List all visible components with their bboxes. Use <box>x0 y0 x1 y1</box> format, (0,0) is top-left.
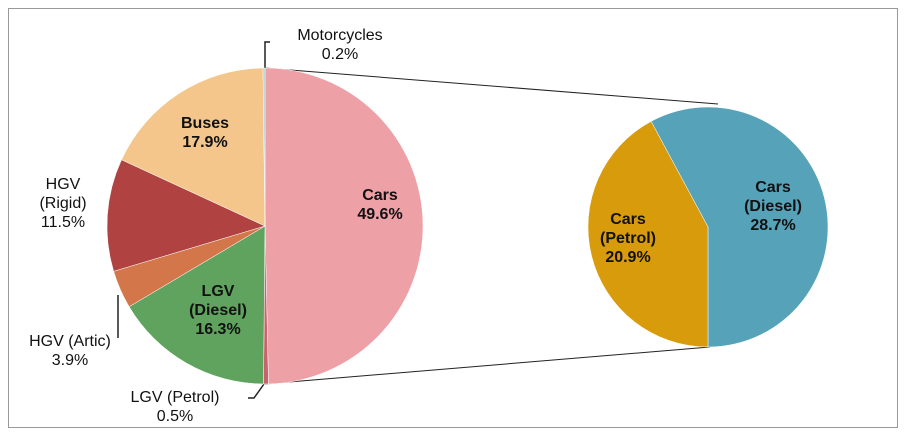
data-label: LGV (Diesel) 16.3% <box>178 282 258 339</box>
category-label: Cars (Petrol) <box>600 211 656 247</box>
pie-slice <box>128 225 266 385</box>
pie-slice <box>587 121 709 348</box>
data-label: Cars (Diesel) 28.7% <box>733 178 813 235</box>
value-label: 0.2% <box>321 46 359 63</box>
pie-slice <box>650 106 829 348</box>
data-label: Buses 17.9% <box>170 114 240 152</box>
value-label: 49.6% <box>357 206 403 223</box>
connector <box>264 346 711 385</box>
pie-slice <box>121 67 266 227</box>
value-label: 3.9% <box>51 352 89 369</box>
data-label: Motorcycles 0.2% <box>270 26 410 64</box>
value-label: 28.7% <box>750 217 796 234</box>
category-label: LGV (Petrol) <box>130 389 220 406</box>
leader-line <box>248 383 265 399</box>
category-label: Cars (Diesel) <box>744 179 802 215</box>
category-label: Motorcycles <box>297 27 383 44</box>
category-label: HGV (Rigid) <box>39 176 87 212</box>
pie-slice <box>264 67 424 385</box>
category-label: Buses <box>180 115 230 132</box>
connector <box>264 67 719 105</box>
data-label: LGV (Petrol) 0.5% <box>105 388 245 426</box>
value-label: 0.5% <box>156 408 194 425</box>
category-label: Cars <box>362 187 398 204</box>
category-label: LGV (Diesel) <box>189 283 247 319</box>
data-label: HGV (Artic) 3.9% <box>10 332 130 370</box>
value-label: 17.9% <box>182 134 228 151</box>
data-label: Cars 49.6% <box>345 186 415 224</box>
data-label: HGV (Rigid) 11.5% <box>28 175 98 232</box>
value-label: 11.5% <box>40 214 86 231</box>
data-label: Cars (Petrol) 20.9% <box>588 210 668 267</box>
pie-slice <box>106 159 266 272</box>
pie-slice <box>262 67 266 227</box>
category-label: HGV (Artic) <box>29 333 111 350</box>
value-label: 16.3% <box>195 321 241 338</box>
leader-line <box>264 41 270 68</box>
value-label: 20.9% <box>605 249 651 266</box>
